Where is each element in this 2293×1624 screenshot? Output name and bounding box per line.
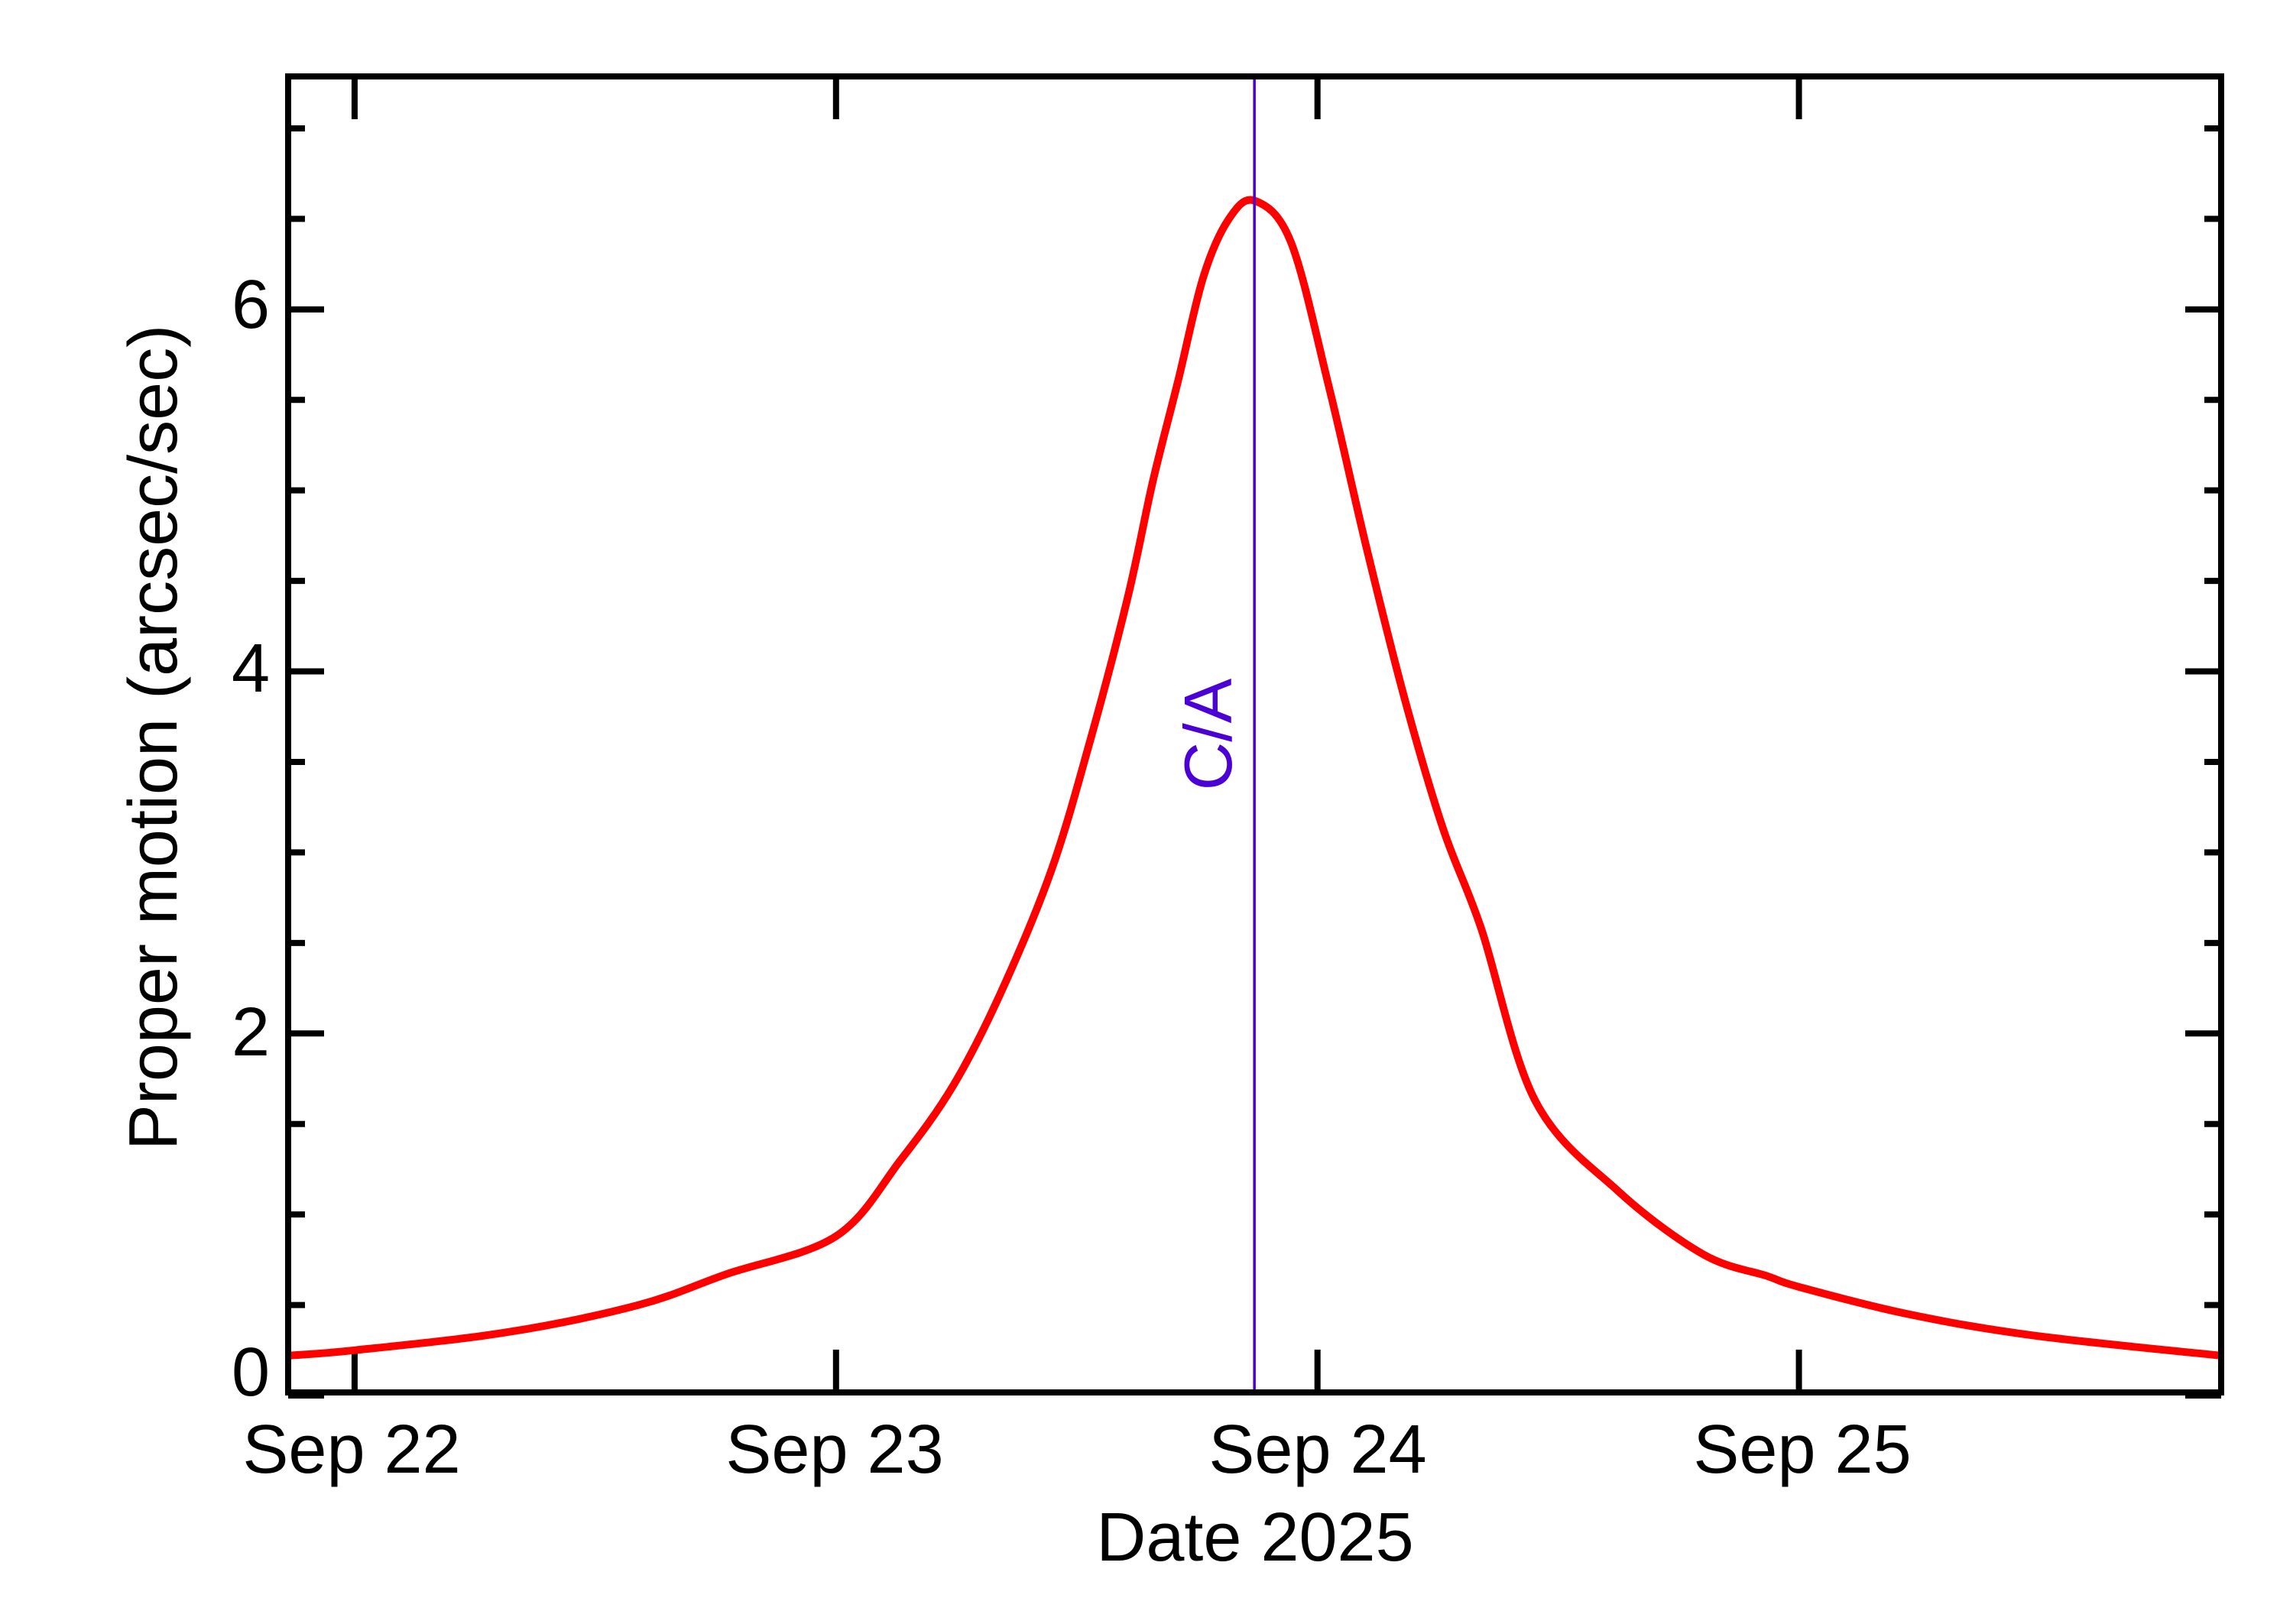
- x-tick-label-sep22: Sep 22: [242, 1412, 460, 1488]
- x-tick-label-sep25: Sep 25: [1693, 1412, 1911, 1488]
- closest-approach-label: C/A: [1170, 678, 1246, 790]
- y-axis-title: Proper motion (arcsec/sec): [115, 325, 192, 1150]
- x-axis-title: Date 2025: [1096, 1499, 1413, 1576]
- x-tick-label-sep24: Sep 24: [1208, 1412, 1426, 1488]
- y-tick-label-2: 2: [232, 994, 270, 1071]
- y-tick-label-0: 0: [232, 1334, 270, 1411]
- proper-motion-curve: [287, 196, 2222, 1360]
- y-tick-label-6: 6: [232, 267, 270, 343]
- plot-frame: [285, 73, 2224, 1395]
- y-tick-label-4: 4: [232, 630, 270, 707]
- x-tick-label-sep23: Sep 23: [725, 1412, 943, 1488]
